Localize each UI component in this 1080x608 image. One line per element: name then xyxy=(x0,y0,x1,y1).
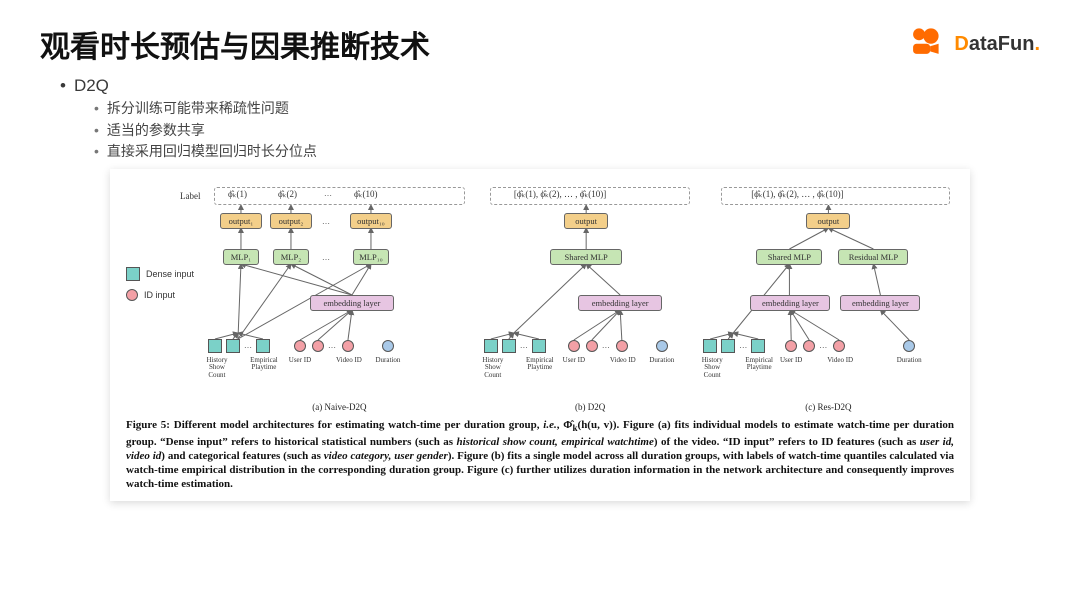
diagram-node: embedding layer xyxy=(578,295,662,311)
diagram-node: output₂ xyxy=(270,213,312,229)
diagram-node: output xyxy=(564,213,608,229)
figure-caption: Figure 5: Different model architectures … xyxy=(122,418,958,491)
diagram-node: embedding layer xyxy=(840,295,920,311)
figure-container: Dense input ID input Label ϕ̂ₖ(1)ϕ̂ₖ(2)…… xyxy=(110,169,970,501)
legend: Dense input ID input xyxy=(126,267,194,309)
legend-dense: Dense input xyxy=(146,269,194,279)
list-item: 拆分训练可能带来稀疏性问题 xyxy=(94,98,1020,120)
kuaishou-logo-icon xyxy=(908,25,942,64)
diagram-node: Residual MLP xyxy=(838,249,908,265)
diagram-node: embedding layer xyxy=(310,295,394,311)
list-item: 直接采用回归模型回归时长分位点 xyxy=(94,141,1020,163)
list-item: 适当的参数共享 xyxy=(94,120,1020,142)
diagram-node: output₁₀ xyxy=(350,213,392,229)
page-title: 观看时长预估与因果推断技术 xyxy=(40,22,908,66)
diagram-node: MLP₂ xyxy=(273,249,309,265)
diagram-node: MLP₁ xyxy=(223,249,259,265)
bullet-list: 拆分训练可能带来稀疏性问题 适当的参数共享 直接采用回归模型回归时长分位点 xyxy=(60,98,1020,163)
diagram-node: embedding layer xyxy=(750,295,830,311)
legend-id: ID input xyxy=(144,290,175,300)
label-row-title: Label xyxy=(180,191,201,201)
diagram-node: output₁ xyxy=(220,213,262,229)
diagram-node: Shared MLP xyxy=(756,249,822,265)
section-heading: D2Q xyxy=(60,76,1020,96)
diagram-node: Shared MLP xyxy=(550,249,622,265)
datafun-logo: DataFun. xyxy=(954,33,1040,56)
diagram-node: MLP₁₀ xyxy=(353,249,389,265)
architecture-diagram: Dense input ID input Label ϕ̂ₖ(1)ϕ̂ₖ(2)…… xyxy=(122,177,958,412)
diagram-node: output xyxy=(806,213,850,229)
